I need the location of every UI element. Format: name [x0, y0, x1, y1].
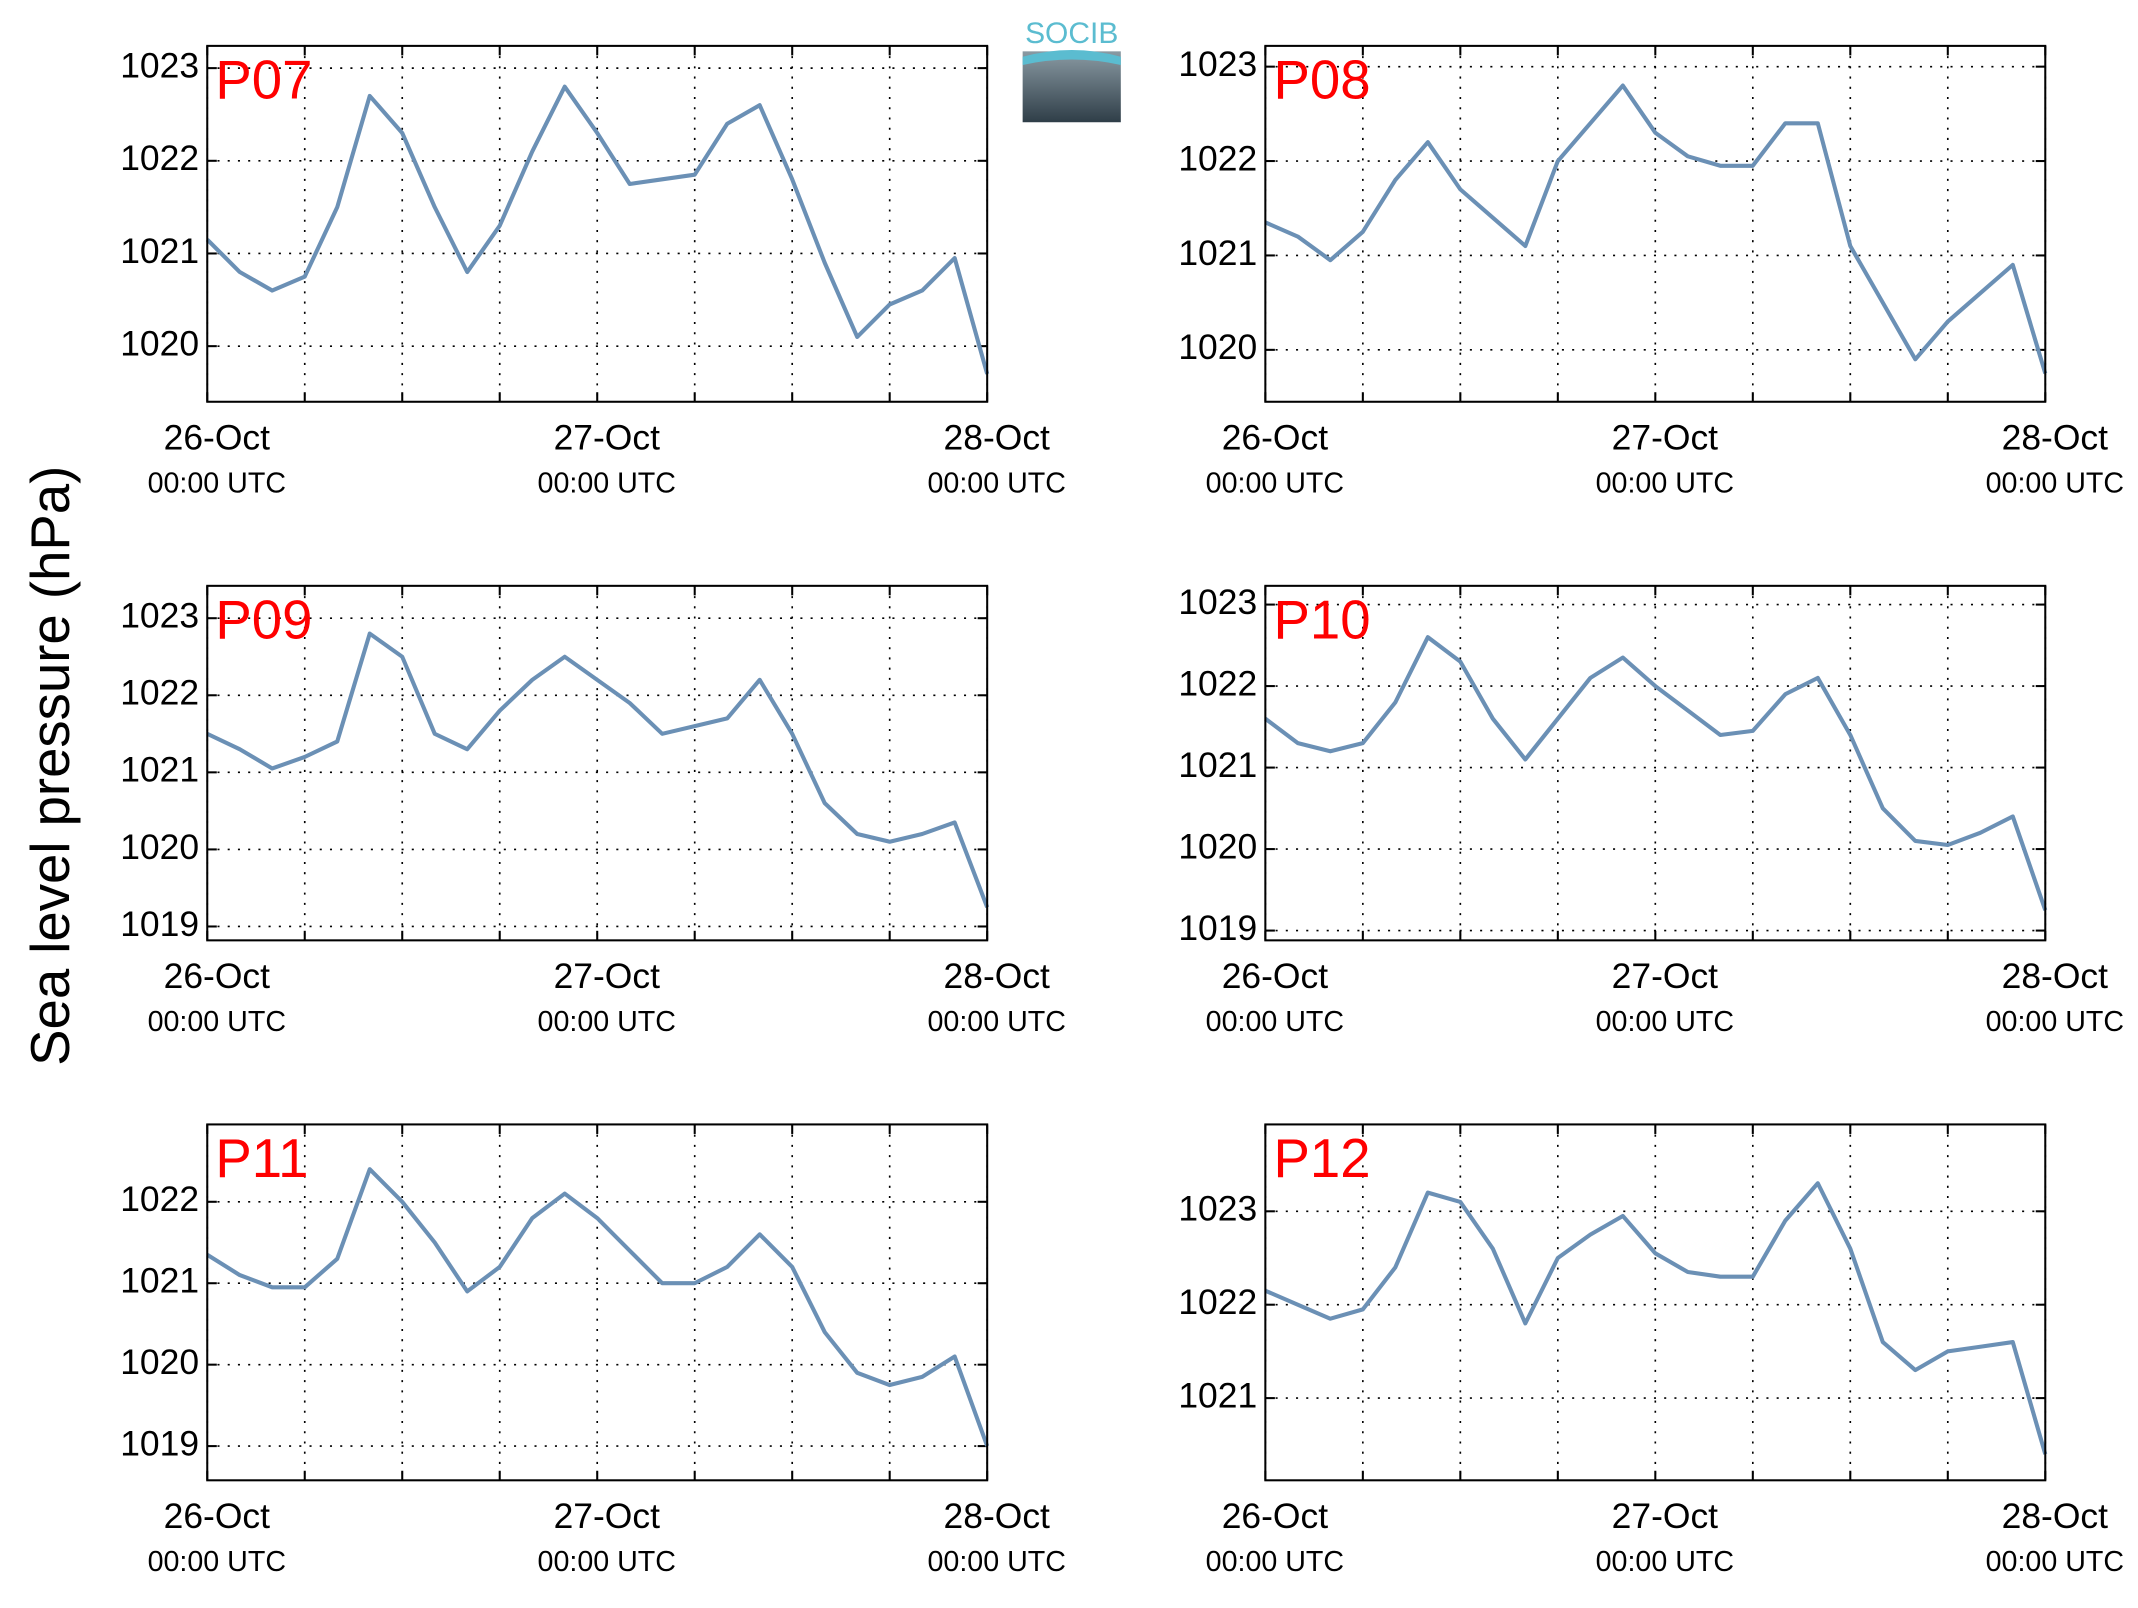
x-tick-sublabel: 00:00 UTC	[538, 1546, 676, 1578]
x-tick-label: 28-Oct	[944, 1496, 1051, 1536]
y-tick-label: 1021	[1178, 1375, 1257, 1415]
y-tick-label: 1020	[1178, 327, 1257, 367]
y-tick-label: 1022	[1178, 663, 1257, 703]
x-tick-label: 28-Oct	[2002, 1496, 2109, 1536]
x-tick-label: 27-Oct	[554, 417, 661, 457]
x-tick-sublabel: 00:00 UTC	[1986, 1006, 2124, 1038]
y-tick-label: 1019	[120, 904, 199, 944]
y-tick-label: 1021	[1178, 233, 1257, 273]
y-tick-label: 1019	[1178, 908, 1257, 948]
data-line	[1264, 1181, 2048, 1455]
x-tick-label: 26-Oct	[1222, 1496, 1329, 1536]
x-tick-label: 28-Oct	[944, 956, 1051, 996]
x-tick-label: 26-Oct	[164, 417, 271, 457]
y-tick-label: 1020	[120, 324, 199, 364]
x-tick-sublabel: 00:00 UTC	[148, 467, 286, 499]
x-tick-label: 27-Oct	[554, 1496, 661, 1536]
logo-box	[1022, 51, 1121, 123]
x-tick-sublabel: 00:00 UTC	[1986, 1546, 2124, 1578]
y-tick-label: 1021	[1178, 745, 1257, 785]
y-tick-label: 1021	[120, 231, 199, 271]
y-axis-label: Sea level pressure (hPa)	[20, 466, 81, 1066]
x-tick-label: 28-Oct	[2002, 417, 2109, 457]
x-tick-label: 28-Oct	[2002, 956, 2109, 996]
chart-title: P10	[1274, 589, 1371, 650]
x-tick-sublabel: 00:00 UTC	[1986, 467, 2124, 499]
y-tick-label: 1022	[1178, 138, 1257, 178]
y-tick-label: 1023	[1178, 582, 1257, 622]
x-tick-sublabel: 00:00 UTC	[928, 467, 1066, 499]
chart-title: P08	[1274, 49, 1371, 110]
x-tick-label: 27-Oct	[1612, 956, 1719, 996]
x-tick-sublabel: 00:00 UTC	[1206, 1546, 1344, 1578]
y-tick-label: 1022	[120, 673, 199, 713]
x-tick-sublabel: 00:00 UTC	[928, 1546, 1066, 1578]
x-tick-label: 27-Oct	[1612, 1496, 1719, 1536]
plot-frame	[206, 584, 989, 942]
x-tick-sublabel: 00:00 UTC	[538, 1006, 676, 1038]
x-tick-label: 26-Oct	[1222, 956, 1329, 996]
plot-frame	[206, 44, 989, 403]
data-line	[205, 84, 990, 375]
y-tick-label: 1020	[120, 827, 199, 867]
x-tick-sublabel: 00:00 UTC	[1206, 1006, 1344, 1038]
x-tick-sublabel: 00:00 UTC	[1596, 467, 1734, 499]
y-tick-label: 1020	[120, 1342, 199, 1382]
x-tick-label: 27-Oct	[1612, 417, 1719, 457]
y-tick-label: 1023	[120, 45, 199, 85]
y-tick-label: 1023	[1178, 44, 1257, 84]
y-tick-label: 1023	[120, 596, 199, 636]
data-line	[1264, 635, 2048, 911]
y-tick-label: 1021	[120, 750, 199, 790]
y-tick-label: 1022	[1178, 1282, 1257, 1322]
y-tick-label: 1023	[1178, 1189, 1257, 1229]
x-tick-label: 28-Oct	[944, 417, 1051, 457]
plot-frame	[206, 1123, 989, 1482]
x-tick-sublabel: 00:00 UTC	[1206, 467, 1344, 499]
chart-title: P11	[215, 1128, 308, 1189]
chart-title: P07	[215, 49, 312, 110]
logo-text: SOCIB	[1025, 17, 1118, 50]
logo-wave	[1022, 49, 1121, 65]
y-tick-label: 1019	[120, 1423, 199, 1463]
chart-title: P09	[215, 589, 312, 650]
x-tick-label: 27-Oct	[554, 956, 661, 996]
y-tick-label: 1022	[120, 1179, 199, 1219]
x-tick-sublabel: 00:00 UTC	[148, 1006, 286, 1038]
x-tick-sublabel: 00:00 UTC	[1596, 1006, 1734, 1038]
x-tick-sublabel: 00:00 UTC	[928, 1006, 1066, 1038]
y-tick-label: 1021	[120, 1261, 199, 1301]
x-tick-sublabel: 00:00 UTC	[1596, 1546, 1734, 1578]
x-tick-sublabel: 00:00 UTC	[148, 1546, 286, 1578]
x-tick-sublabel: 00:00 UTC	[538, 467, 676, 499]
plot-frame	[1264, 1123, 2047, 1482]
x-tick-label: 26-Oct	[164, 1496, 271, 1536]
plot-frame	[1264, 584, 2047, 942]
x-tick-label: 26-Oct	[164, 956, 271, 996]
chart-title: P12	[1274, 1128, 1371, 1189]
x-tick-label: 26-Oct	[1222, 417, 1329, 457]
y-tick-label: 1020	[1178, 826, 1257, 866]
data-line	[1264, 83, 2048, 375]
plot-frame	[1264, 44, 2047, 403]
logo: SOCIB	[1022, 17, 1121, 123]
data-line	[206, 1167, 990, 1447]
y-tick-label: 1022	[120, 138, 199, 178]
data-line	[206, 631, 990, 908]
